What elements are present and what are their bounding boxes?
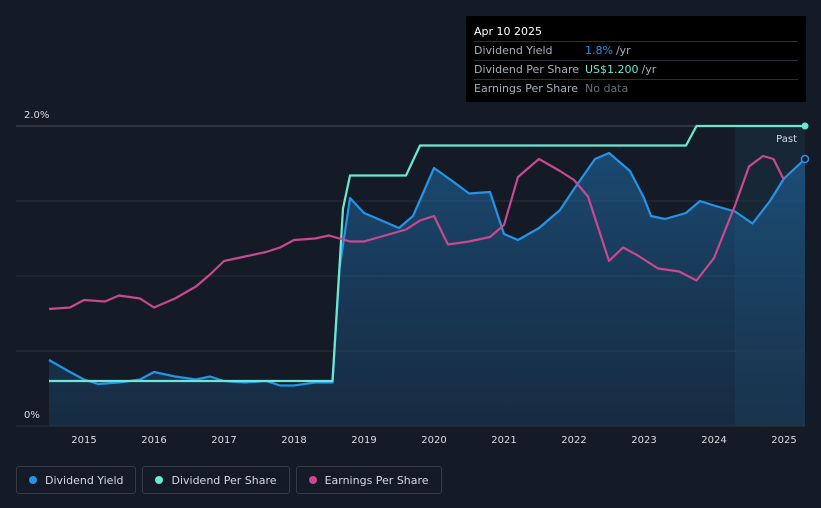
legend-label: Dividend Yield (45, 473, 124, 487)
tooltip-label: Earnings Per Share (474, 82, 579, 95)
legend-label: Dividend Per Share (171, 473, 277, 487)
legend-dot-icon (155, 476, 164, 484)
legend-label: Earnings Per Share (324, 473, 429, 487)
dividend-yield-area (49, 153, 805, 426)
tooltip-value: No data (585, 82, 629, 95)
legend-dot-icon (29, 476, 37, 484)
legend-dot-icon (308, 476, 317, 484)
tick-labels: 2.0% 0% 2015 2016 2017 2018 2019 2020 2021 2022 20… (24, 110, 797, 446)
legend-item-earnings-per-share[interactable]: Earnings Per Share (295, 466, 442, 494)
area-layer (49, 153, 805, 426)
series-lines (48, 122, 810, 387)
x-tick-label: 2018 (281, 435, 306, 446)
x-tick-label: 2025 (771, 435, 796, 446)
tooltip-unit: /yr (641, 63, 657, 76)
tooltip-panel: Apr 10 2025 Dividend Yield 1.8% /yr Divi… (466, 16, 806, 102)
x-tick-label: 2024 (701, 435, 726, 446)
x-tick-label: 2015 (71, 435, 96, 446)
x-tick-label: 2017 (211, 435, 236, 446)
tooltip-label: Dividend Per Share (474, 63, 580, 76)
tooltip-row-dividend-per-share: Dividend Per Share US$1.200 /yr (474, 60, 798, 79)
tooltip-row-earnings-per-share: Earnings Per Share No data (474, 79, 798, 98)
dividend-yield-line (48, 151, 806, 387)
x-tick-label: 2021 (491, 435, 516, 446)
legend-item-dividend-yield[interactable]: Dividend Yield (16, 466, 137, 494)
x-tick-label: 2020 (421, 435, 446, 446)
past-label: Past (776, 134, 797, 145)
x-tick-label: 2019 (351, 435, 376, 446)
legend-item-dividend-per-share[interactable]: Dividend Per Share (142, 466, 290, 494)
x-tick-label: 2022 (561, 435, 586, 446)
chart-legend: Dividend Yield Dividend Per Share Earnin… (16, 466, 442, 494)
x-tick-label: 2016 (141, 435, 166, 446)
dividend-per-share-endpoint (801, 122, 809, 130)
x-tick-label: 2023 (631, 435, 656, 446)
y-tick-label: 0% (24, 410, 40, 421)
tooltip-label: Dividend Yield (474, 44, 553, 57)
tooltip-value: 1.8% (585, 44, 613, 57)
tooltip-unit: /yr (615, 44, 631, 57)
y-tick-label: 2.0% (24, 110, 49, 121)
dividend-per-share-line (49, 124, 805, 383)
dividend-yield-endpoint (800, 154, 810, 164)
tooltip-date: Apr 10 2025 (474, 25, 543, 38)
tooltip-value: US$1.200 (585, 63, 639, 76)
earnings-per-share-line (48, 154, 785, 311)
tooltip-row-dividend-yield: Dividend Yield 1.8% /yr (474, 41, 798, 60)
